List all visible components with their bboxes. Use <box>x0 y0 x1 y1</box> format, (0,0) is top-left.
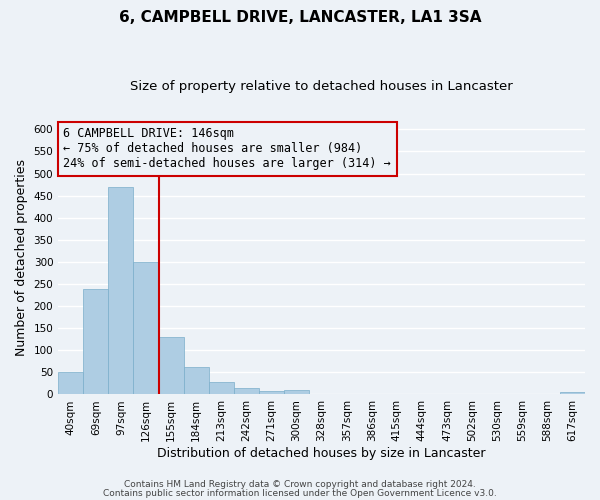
Bar <box>133 262 158 394</box>
Text: Contains HM Land Registry data © Crown copyright and database right 2024.: Contains HM Land Registry data © Crown c… <box>124 480 476 489</box>
Bar <box>158 337 184 394</box>
Bar <box>109 187 133 394</box>
Bar <box>83 290 109 395</box>
Text: Contains public sector information licensed under the Open Government Licence v3: Contains public sector information licen… <box>103 488 497 498</box>
Text: 6 CAMPBELL DRIVE: 146sqm
← 75% of detached houses are smaller (984)
24% of semi-: 6 CAMPBELL DRIVE: 146sqm ← 75% of detach… <box>64 128 391 170</box>
Bar <box>184 367 209 394</box>
Bar <box>209 382 234 394</box>
Bar <box>58 372 83 394</box>
Bar <box>560 392 585 394</box>
Title: Size of property relative to detached houses in Lancaster: Size of property relative to detached ho… <box>130 80 513 93</box>
Bar <box>284 390 309 394</box>
Y-axis label: Number of detached properties: Number of detached properties <box>15 159 28 356</box>
Bar <box>259 392 284 394</box>
X-axis label: Distribution of detached houses by size in Lancaster: Distribution of detached houses by size … <box>157 447 486 460</box>
Bar <box>234 388 259 394</box>
Text: 6, CAMPBELL DRIVE, LANCASTER, LA1 3SA: 6, CAMPBELL DRIVE, LANCASTER, LA1 3SA <box>119 10 481 25</box>
